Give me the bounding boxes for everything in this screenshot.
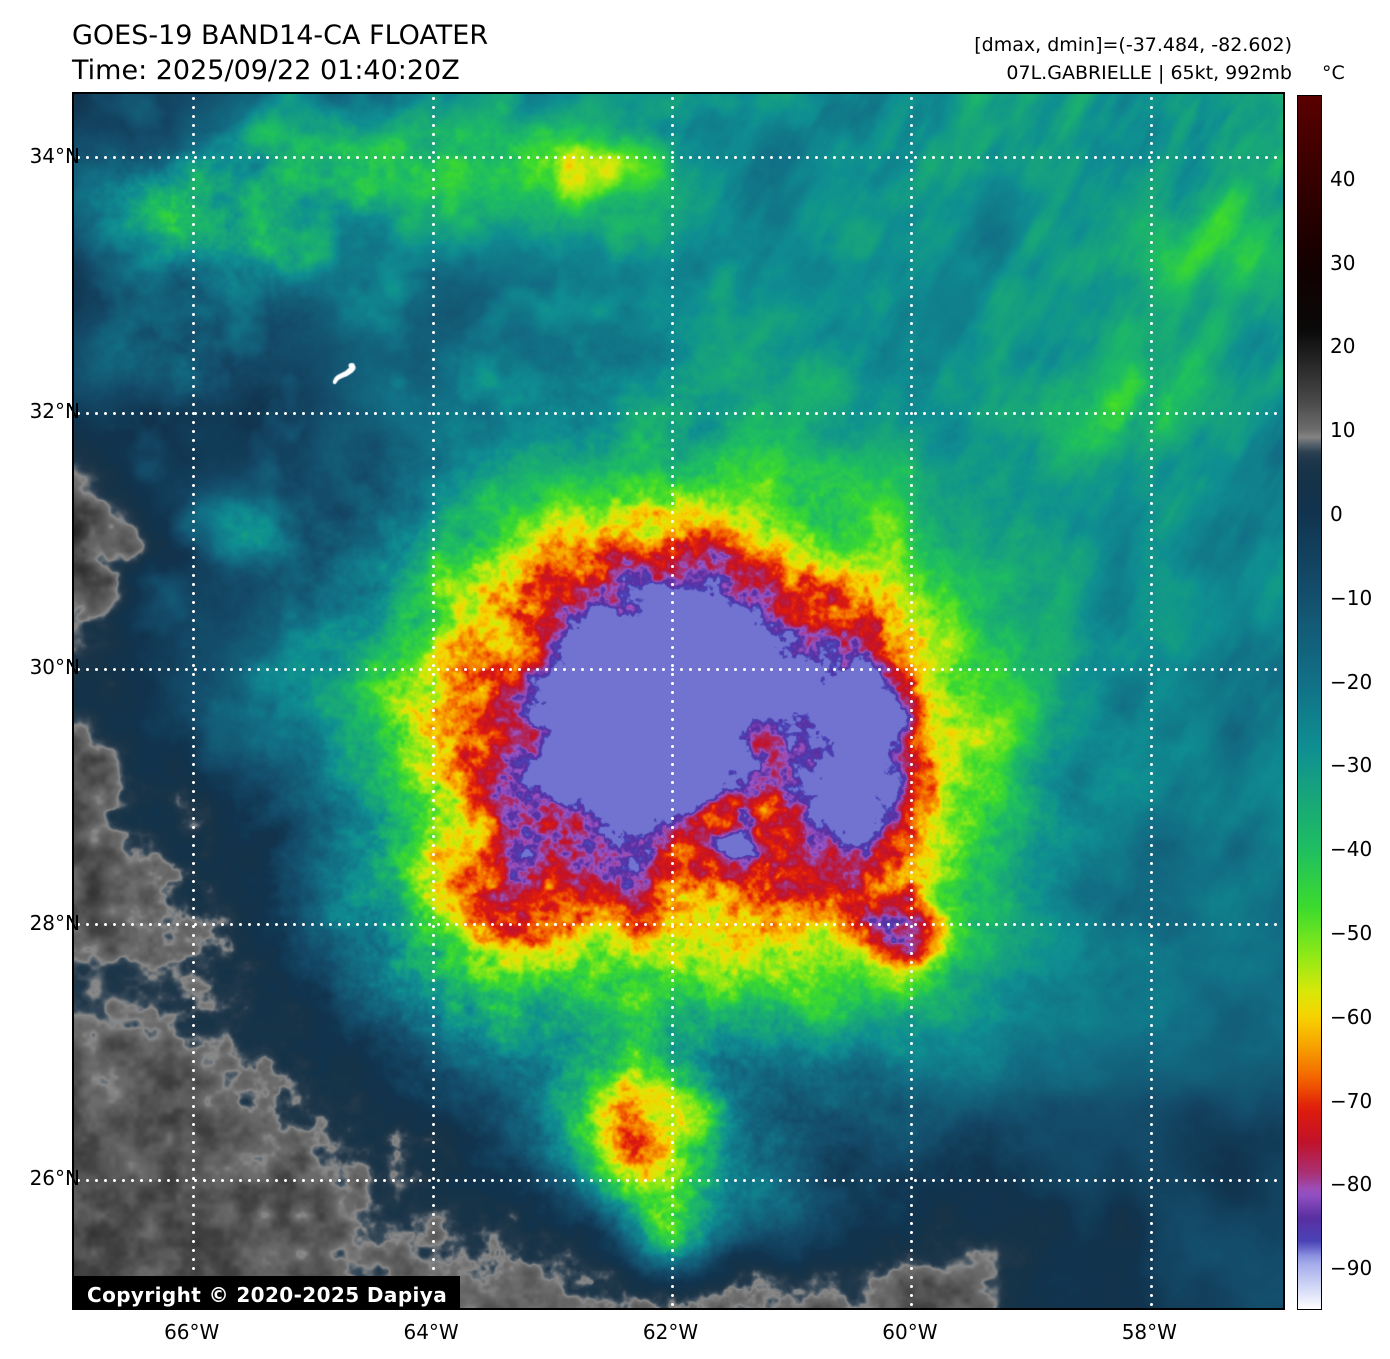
page-title: GOES-19 BAND14-CA FLOATER Time: 2025/09/… [72, 18, 488, 88]
colorbar-tick-30: 30 [1330, 250, 1356, 275]
metadata-block: [dmax, dmin]=(-37.484, -82.602) 07L.GABR… [974, 32, 1292, 87]
colorbar-tick-20: 20 [1330, 334, 1356, 359]
lat-tick-34: 34°N [29, 143, 80, 168]
lon-tick-60: 60°W [882, 1320, 938, 1344]
colorbar-tick-neg70: −70 [1330, 1088, 1373, 1113]
lat-tick-30: 30°N [29, 655, 80, 680]
colorbar-tick-neg10: −10 [1330, 585, 1373, 610]
satellite-image-plot: Copyright © 2020-2025 Dapiya [72, 92, 1285, 1310]
temperature-colorbar [1297, 95, 1322, 1310]
colorbar-tick-neg50: −50 [1330, 920, 1373, 945]
colorbar-tick-10: 10 [1330, 418, 1356, 443]
dmax-dmin-readout: [dmax, dmin]=(-37.484, -82.602) [974, 34, 1292, 56]
lon-tick-64: 64°W [403, 1320, 459, 1344]
colorbar-tick-neg80: −80 [1330, 1172, 1373, 1197]
colorbar-tick-neg60: −60 [1330, 1004, 1373, 1029]
lon-tick-62: 62°W [642, 1320, 699, 1344]
colorbar-tick-neg90: −90 [1330, 1256, 1373, 1281]
satellite-raster [74, 94, 1283, 1308]
lat-tick-26: 26°N [29, 1166, 80, 1191]
colorbar-tick-neg30: −30 [1330, 753, 1373, 778]
colorbar-tick-neg40: −40 [1330, 837, 1373, 862]
storm-info-readout: 07L.GABRIELLE | 65kt, 992mb [1006, 61, 1292, 84]
colorbar-unit-label: °C [1322, 62, 1345, 84]
copyright-banner: Copyright © 2020-2025 Dapiya [74, 1276, 461, 1308]
colorbar-tick-40: 40 [1330, 166, 1356, 191]
lat-tick-32: 32°N [29, 399, 80, 424]
colorbar-tick-0: 0 [1330, 501, 1343, 526]
colorbar-tick-neg20: −20 [1330, 669, 1373, 694]
product-title: GOES-19 BAND14-CA FLOATER [72, 20, 489, 51]
lat-tick-28: 28°N [29, 910, 80, 935]
lon-tick-58: 58°W [1121, 1320, 1177, 1344]
colorbar-gradient [1298, 96, 1321, 1309]
observation-time: Time: 2025/09/22 01:40:20Z [72, 55, 460, 87]
lon-tick-66: 66°W [164, 1320, 220, 1344]
